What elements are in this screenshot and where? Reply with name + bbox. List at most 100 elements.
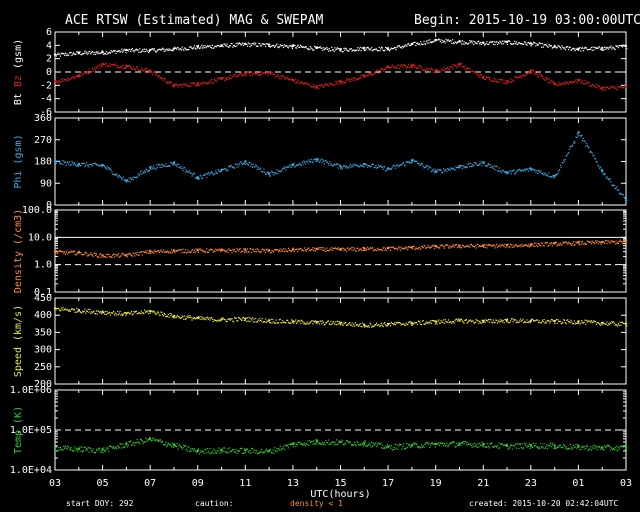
sample-point [569,242,571,244]
sample-point [241,163,243,165]
sample-point [536,446,538,448]
sample-point [195,317,197,320]
sample-point [356,324,358,326]
sample-point [269,449,271,451]
sample-point [75,311,77,313]
sample-point [478,320,481,323]
sample-point [366,249,368,251]
sample-point [370,446,372,448]
sample-point [255,45,258,47]
sample-point [375,165,377,167]
sample-point [215,45,217,48]
sample-point [552,81,554,84]
sample-point [181,46,183,48]
sample-point [252,72,254,75]
sample-point [526,72,528,74]
data-point [172,443,176,447]
sample-point [510,42,512,45]
sample-point [378,324,380,326]
sample-point [583,321,585,324]
sample-point [295,78,297,81]
sample-point [206,452,208,454]
sample-point [248,161,250,164]
sample-point [226,169,228,171]
sample-point [585,323,587,325]
sample-point [626,85,628,87]
sample-point [371,47,373,49]
sample-point [125,52,127,54]
sample-point [526,244,528,246]
sample-point [419,65,421,67]
sample-point [462,441,464,443]
sample-point [621,240,623,243]
sample-point [109,445,111,447]
sample-point [170,313,173,315]
sample-point [154,250,156,253]
sample-point [367,444,370,446]
sample-point [186,315,188,317]
sample-point [290,78,292,80]
sample-point [438,169,440,171]
sample-point [258,452,260,454]
sample-point [306,443,308,446]
sample-point [201,178,203,180]
sample-point [529,42,531,44]
sample-point [110,169,112,171]
sample-point [86,162,88,164]
sample-point [223,318,225,320]
sample-point [396,322,398,324]
sample-point [506,244,508,246]
sample-point [173,317,175,319]
sample-point [472,70,474,72]
sample-point [349,165,351,167]
x-tick-label: 11 [239,478,251,489]
sample-point [399,249,401,251]
sample-point [202,250,204,252]
sample-point [153,49,155,51]
sample-point [499,244,501,246]
sample-point [237,163,239,165]
sample-point [247,42,249,44]
sample-point [595,241,597,244]
sample-point [595,83,597,86]
sample-point [136,176,138,178]
sample-point [385,170,388,172]
sample-point [321,443,323,445]
sample-point [538,243,540,245]
sample-point [371,50,374,52]
sample-point [512,244,514,246]
sample-point [278,46,280,49]
y-tick-label: 250 [34,362,52,373]
sample-point [491,80,493,82]
sample-point [169,49,171,51]
sample-point [95,51,98,53]
sample-point [479,162,481,165]
data-point [315,157,318,161]
sample-point [188,251,191,253]
sample-point [581,47,583,50]
sample-point [609,321,611,324]
sample-point [334,441,336,444]
sample-point [241,319,243,322]
sample-point [170,81,172,84]
sample-point [135,441,137,444]
sample-point [162,164,164,166]
sample-point [77,76,80,78]
sample-point [309,161,312,163]
sample-point [496,446,498,448]
sample-point [186,252,188,254]
sample-point [583,82,585,85]
sample-point [580,244,582,246]
sample-point [170,444,172,446]
sample-point [72,76,75,78]
sample-point [394,66,396,68]
sample-point [282,75,284,77]
sample-point [599,323,601,325]
sample-point [482,245,484,247]
sample-point [512,444,514,446]
sample-point [119,256,121,258]
sample-point [285,169,287,171]
sample-point [524,243,526,246]
sample-point [468,162,470,165]
